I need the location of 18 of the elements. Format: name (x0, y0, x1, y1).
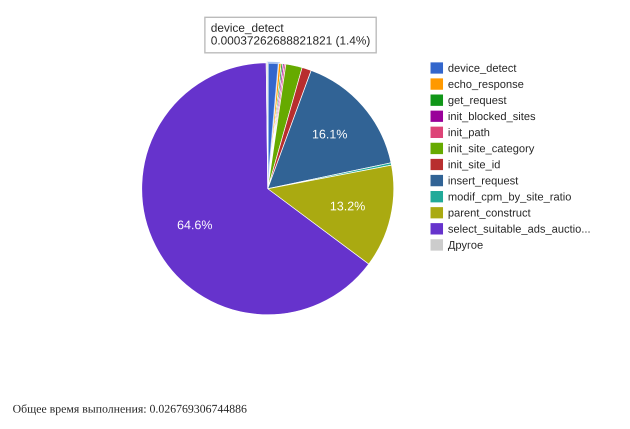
legend-label: get_request (448, 96, 506, 106)
legend-label: insert_request (448, 176, 518, 187)
text: Общее время выполнения: 0.026769306744886 (13, 404, 247, 416)
data-label: 16.1% (312, 130, 347, 139)
slice-label: device_detect (211, 23, 284, 34)
legend-label: parent_construct (448, 209, 531, 219)
legend-label: select_suitable_ads_auctio... (448, 224, 590, 235)
data-label: 64.6% (178, 220, 212, 230)
legend-label: modif_cpm_by_site_ratio (448, 192, 571, 203)
legend-label: init_path (448, 128, 490, 138)
legend-label: init_blocked_sites (448, 112, 536, 122)
legend-label: echo_response (448, 80, 524, 90)
legend-label: init_site_id (448, 160, 500, 170)
text: 0.00037262688821821 (1.4%) (211, 36, 370, 47)
data-label: 13.2% (330, 202, 365, 210)
legend-label: Другое (448, 241, 483, 252)
legend-label: device_detect (448, 64, 516, 74)
legend-label: init_site_category (448, 144, 534, 155)
